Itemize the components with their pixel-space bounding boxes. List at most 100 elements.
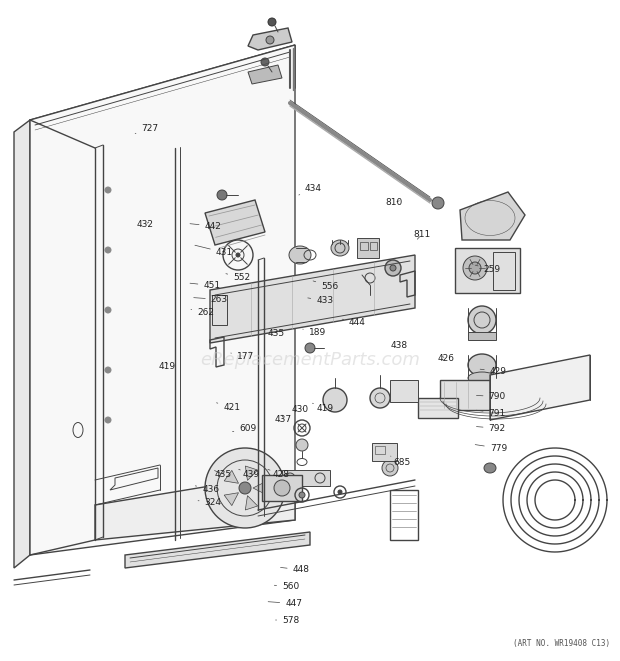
Polygon shape	[30, 45, 295, 555]
Circle shape	[385, 260, 401, 276]
Circle shape	[105, 247, 111, 253]
Text: 436: 436	[195, 485, 219, 494]
Text: 442: 442	[190, 221, 221, 231]
Circle shape	[268, 18, 276, 26]
Text: 447: 447	[268, 599, 302, 608]
Text: 421: 421	[216, 403, 240, 412]
Bar	[440, 380, 490, 410]
Text: 419: 419	[158, 362, 175, 371]
Circle shape	[463, 256, 487, 280]
Text: 259: 259	[475, 265, 501, 274]
Polygon shape	[248, 65, 282, 84]
Polygon shape	[253, 481, 266, 494]
Text: 429: 429	[480, 367, 507, 376]
Circle shape	[323, 388, 347, 412]
Polygon shape	[490, 355, 590, 420]
Circle shape	[274, 480, 290, 496]
Text: 444: 444	[342, 318, 366, 327]
Text: 430: 430	[291, 405, 309, 414]
Circle shape	[432, 197, 444, 209]
Circle shape	[239, 482, 251, 494]
Bar	[370, 242, 377, 250]
Text: 437: 437	[275, 415, 292, 424]
Text: 609: 609	[232, 424, 257, 433]
Text: 439: 439	[239, 469, 260, 479]
Polygon shape	[30, 45, 295, 165]
Circle shape	[299, 492, 305, 498]
Circle shape	[105, 307, 111, 313]
Polygon shape	[246, 466, 258, 481]
Text: 792: 792	[476, 424, 506, 433]
Text: 433: 433	[308, 296, 334, 305]
Bar	[262, 475, 302, 501]
Text: 262: 262	[191, 308, 214, 317]
Circle shape	[261, 58, 269, 66]
Text: 451: 451	[190, 281, 221, 290]
Circle shape	[217, 190, 227, 200]
Text: 177: 177	[231, 352, 254, 362]
Text: 727: 727	[135, 124, 159, 134]
Circle shape	[469, 262, 481, 274]
Bar	[357, 238, 379, 258]
Bar	[212, 295, 227, 325]
Text: 434: 434	[299, 184, 322, 195]
Circle shape	[105, 187, 111, 193]
Bar	[375, 446, 385, 454]
Circle shape	[468, 306, 496, 334]
Text: 324: 324	[198, 498, 221, 507]
Text: 556: 556	[313, 281, 339, 291]
Circle shape	[390, 265, 396, 271]
Ellipse shape	[289, 246, 311, 264]
Bar	[390, 380, 418, 402]
Text: 578: 578	[275, 615, 299, 625]
Bar	[493, 252, 515, 290]
Bar	[418, 398, 458, 418]
Circle shape	[305, 343, 315, 353]
Polygon shape	[125, 532, 310, 568]
Text: 432: 432	[136, 220, 153, 229]
Bar	[372, 443, 397, 461]
Circle shape	[105, 417, 111, 423]
Bar	[455, 248, 520, 293]
Text: 560: 560	[274, 582, 299, 592]
Text: 428: 428	[268, 469, 290, 479]
Bar	[282, 470, 330, 486]
Polygon shape	[224, 471, 239, 483]
Text: 552: 552	[226, 273, 250, 282]
Text: 791: 791	[476, 408, 506, 418]
Polygon shape	[460, 192, 525, 240]
Text: 435: 435	[264, 329, 285, 338]
Polygon shape	[95, 472, 295, 540]
Text: 189: 189	[303, 328, 326, 337]
Ellipse shape	[468, 354, 496, 376]
Circle shape	[236, 253, 240, 257]
Text: 426: 426	[438, 354, 454, 364]
Bar	[478, 390, 508, 410]
Circle shape	[382, 460, 398, 476]
Polygon shape	[224, 492, 239, 506]
Polygon shape	[246, 496, 258, 510]
Text: 685: 685	[391, 456, 411, 467]
Text: 779: 779	[475, 444, 507, 453]
Bar	[468, 332, 496, 340]
Polygon shape	[14, 120, 30, 568]
Circle shape	[370, 388, 390, 408]
Text: 431: 431	[195, 245, 233, 257]
Circle shape	[205, 448, 285, 528]
Bar	[360, 242, 368, 250]
Text: 419: 419	[312, 403, 334, 413]
Circle shape	[296, 439, 308, 451]
Text: 810: 810	[386, 198, 403, 208]
Ellipse shape	[468, 372, 496, 384]
Text: 263: 263	[193, 295, 228, 304]
Ellipse shape	[331, 240, 349, 256]
Circle shape	[105, 367, 111, 373]
Text: 448: 448	[280, 565, 309, 574]
Circle shape	[338, 490, 342, 494]
Ellipse shape	[484, 463, 496, 473]
Text: 790: 790	[476, 392, 506, 401]
Text: 438: 438	[391, 341, 408, 350]
Circle shape	[266, 36, 274, 44]
Polygon shape	[205, 200, 265, 245]
Polygon shape	[210, 255, 415, 343]
